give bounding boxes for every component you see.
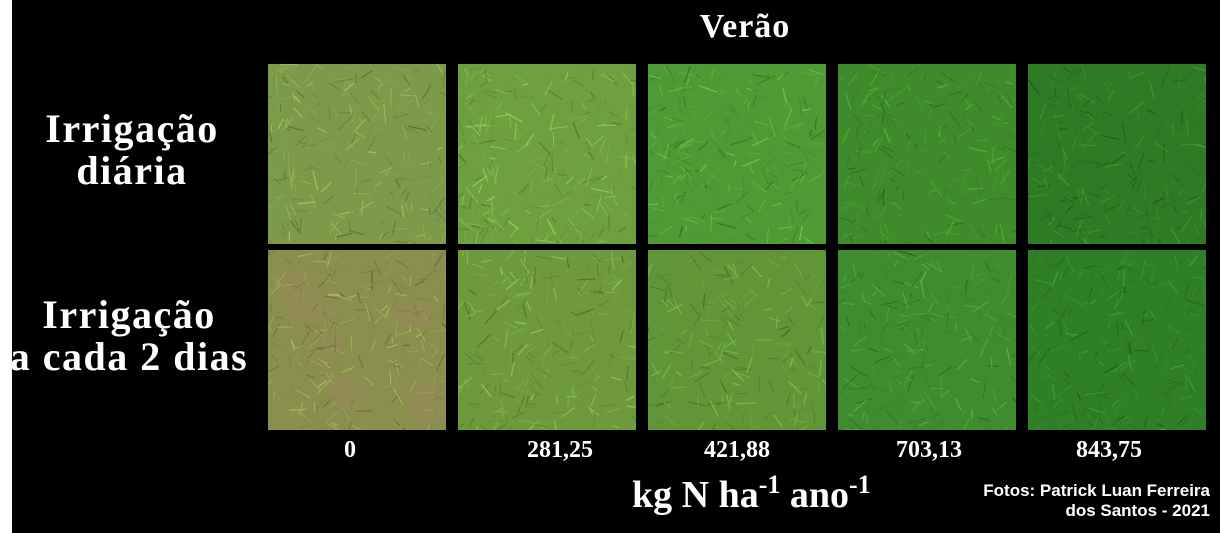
row-label-every-2-days: Irrigação a cada 2 dias (4, 294, 254, 378)
turf-photo (838, 250, 1016, 430)
turf-photo (458, 64, 636, 244)
turf-photo (648, 64, 826, 244)
row-label-2days-line2: a cada 2 dias (4, 336, 254, 378)
dose-label: 843,75 (1049, 437, 1169, 464)
turf-photo (268, 250, 446, 430)
photo-credit: Fotos: Patrick Luan Ferreira dos Santos … (983, 481, 1210, 521)
season-title: Verão (680, 8, 810, 46)
row-label-2days-line1: Irrigação (4, 294, 254, 336)
photo-credit-line1: Fotos: Patrick Luan Ferreira (983, 481, 1210, 501)
dose-label: 0 (290, 437, 410, 464)
turf-photo (458, 250, 636, 430)
row-label-daily-line2: diária (32, 150, 232, 192)
unit-label: kg N ha-1 ano-1 (632, 470, 871, 517)
unit-kg: kg N ha (632, 474, 759, 516)
dose-label: 421,88 (677, 437, 797, 464)
turf-photo (648, 250, 826, 430)
unit-ano: ano (780, 474, 849, 516)
row-label-daily: Irrigação diária (32, 108, 232, 192)
unit-exp2: -1 (849, 470, 871, 499)
unit-exp1: -1 (759, 470, 781, 499)
dose-label: 281,25 (500, 437, 620, 464)
dose-label: 703,13 (869, 437, 989, 464)
turf-photo (1028, 64, 1206, 244)
figure-panel: Verão Irrigação diária Irrigação a cada … (12, 0, 1220, 533)
row-label-daily-line1: Irrigação (32, 108, 232, 150)
photo-credit-line2: dos Santos - 2021 (983, 501, 1210, 521)
turf-photo (838, 64, 1016, 244)
turf-photo (1028, 250, 1206, 430)
turf-photo (268, 64, 446, 244)
